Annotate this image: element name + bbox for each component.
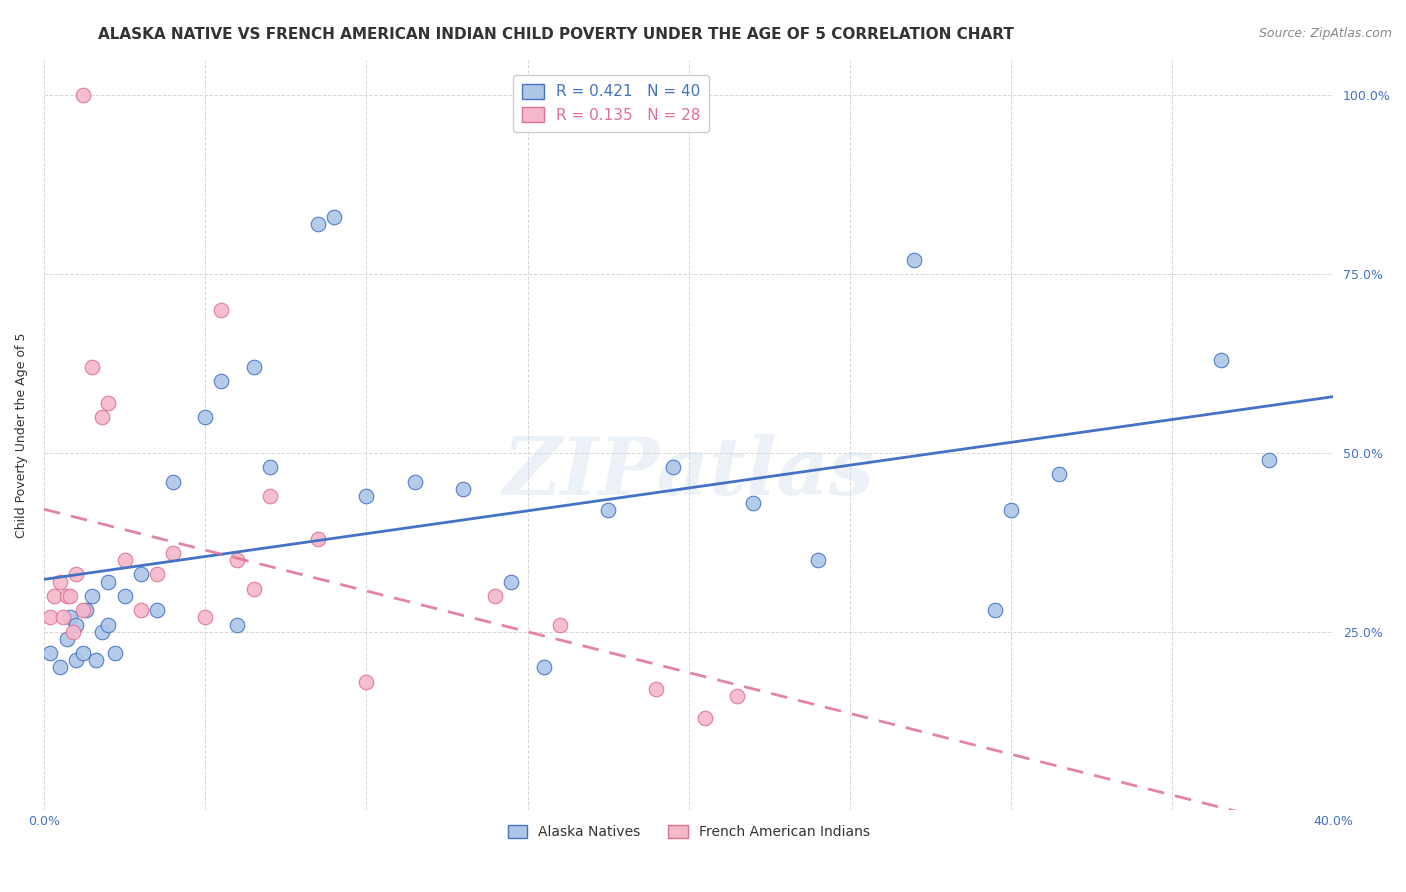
- Point: [72, 88, 94, 103]
- Point: [91, 624, 114, 639]
- Legend: Alaska Natives, French American Indians: Alaska Natives, French American Indians: [502, 820, 876, 845]
- Point: [65, 617, 87, 632]
- Point: [1000, 503, 1022, 517]
- Point: [65, 567, 87, 582]
- Point: [65, 653, 87, 667]
- Text: Source: ZipAtlas.com: Source: ZipAtlas.com: [1258, 27, 1392, 40]
- Point: [59, 589, 82, 603]
- Point: [1258, 453, 1281, 467]
- Text: ALASKA NATIVE VS FRENCH AMERICAN INDIAN CHILD POVERTY UNDER THE AGE OF 5 CORRELA: ALASKA NATIVE VS FRENCH AMERICAN INDIAN …: [98, 27, 1014, 42]
- Point: [1047, 467, 1070, 482]
- Point: [84, 653, 107, 667]
- Point: [226, 553, 249, 567]
- Point: [55, 632, 77, 646]
- Point: [742, 496, 765, 510]
- Point: [903, 252, 925, 267]
- Point: [259, 489, 281, 503]
- Point: [59, 610, 82, 624]
- Point: [693, 710, 716, 724]
- Point: [72, 603, 94, 617]
- Point: [242, 360, 264, 375]
- Point: [97, 396, 120, 410]
- Point: [91, 410, 114, 425]
- Point: [104, 646, 127, 660]
- Point: [307, 532, 329, 546]
- Point: [661, 460, 683, 475]
- Point: [146, 603, 169, 617]
- Point: [42, 589, 65, 603]
- Y-axis label: Child Poverty Under the Age of 5: Child Poverty Under the Age of 5: [15, 333, 28, 538]
- Point: [226, 617, 249, 632]
- Point: [307, 217, 329, 231]
- Text: ZIPatlas: ZIPatlas: [502, 434, 875, 511]
- Point: [598, 503, 620, 517]
- Point: [323, 210, 346, 224]
- Point: [725, 689, 748, 703]
- Point: [129, 603, 152, 617]
- Point: [162, 546, 184, 560]
- Point: [404, 475, 426, 489]
- Point: [75, 603, 97, 617]
- Point: [114, 589, 136, 603]
- Point: [114, 553, 136, 567]
- Point: [52, 610, 75, 624]
- Point: [97, 574, 120, 589]
- Point: [39, 646, 62, 660]
- Point: [1209, 353, 1232, 368]
- Point: [82, 360, 104, 375]
- Point: [72, 646, 94, 660]
- Point: [984, 603, 1007, 617]
- Point: [356, 674, 378, 689]
- Point: [129, 567, 152, 582]
- Point: [146, 567, 169, 582]
- Point: [194, 410, 217, 425]
- Point: [39, 610, 62, 624]
- Point: [501, 574, 523, 589]
- Point: [194, 610, 217, 624]
- Point: [82, 589, 104, 603]
- Point: [451, 482, 474, 496]
- Point: [209, 375, 232, 389]
- Point: [49, 574, 72, 589]
- Point: [62, 624, 84, 639]
- Point: [209, 302, 232, 317]
- Point: [162, 475, 184, 489]
- Point: [242, 582, 264, 596]
- Point: [55, 589, 77, 603]
- Point: [49, 660, 72, 674]
- Point: [548, 617, 571, 632]
- Point: [484, 589, 506, 603]
- Point: [807, 553, 830, 567]
- Point: [356, 489, 378, 503]
- Point: [97, 617, 120, 632]
- Point: [645, 681, 668, 696]
- Point: [259, 460, 281, 475]
- Point: [533, 660, 555, 674]
